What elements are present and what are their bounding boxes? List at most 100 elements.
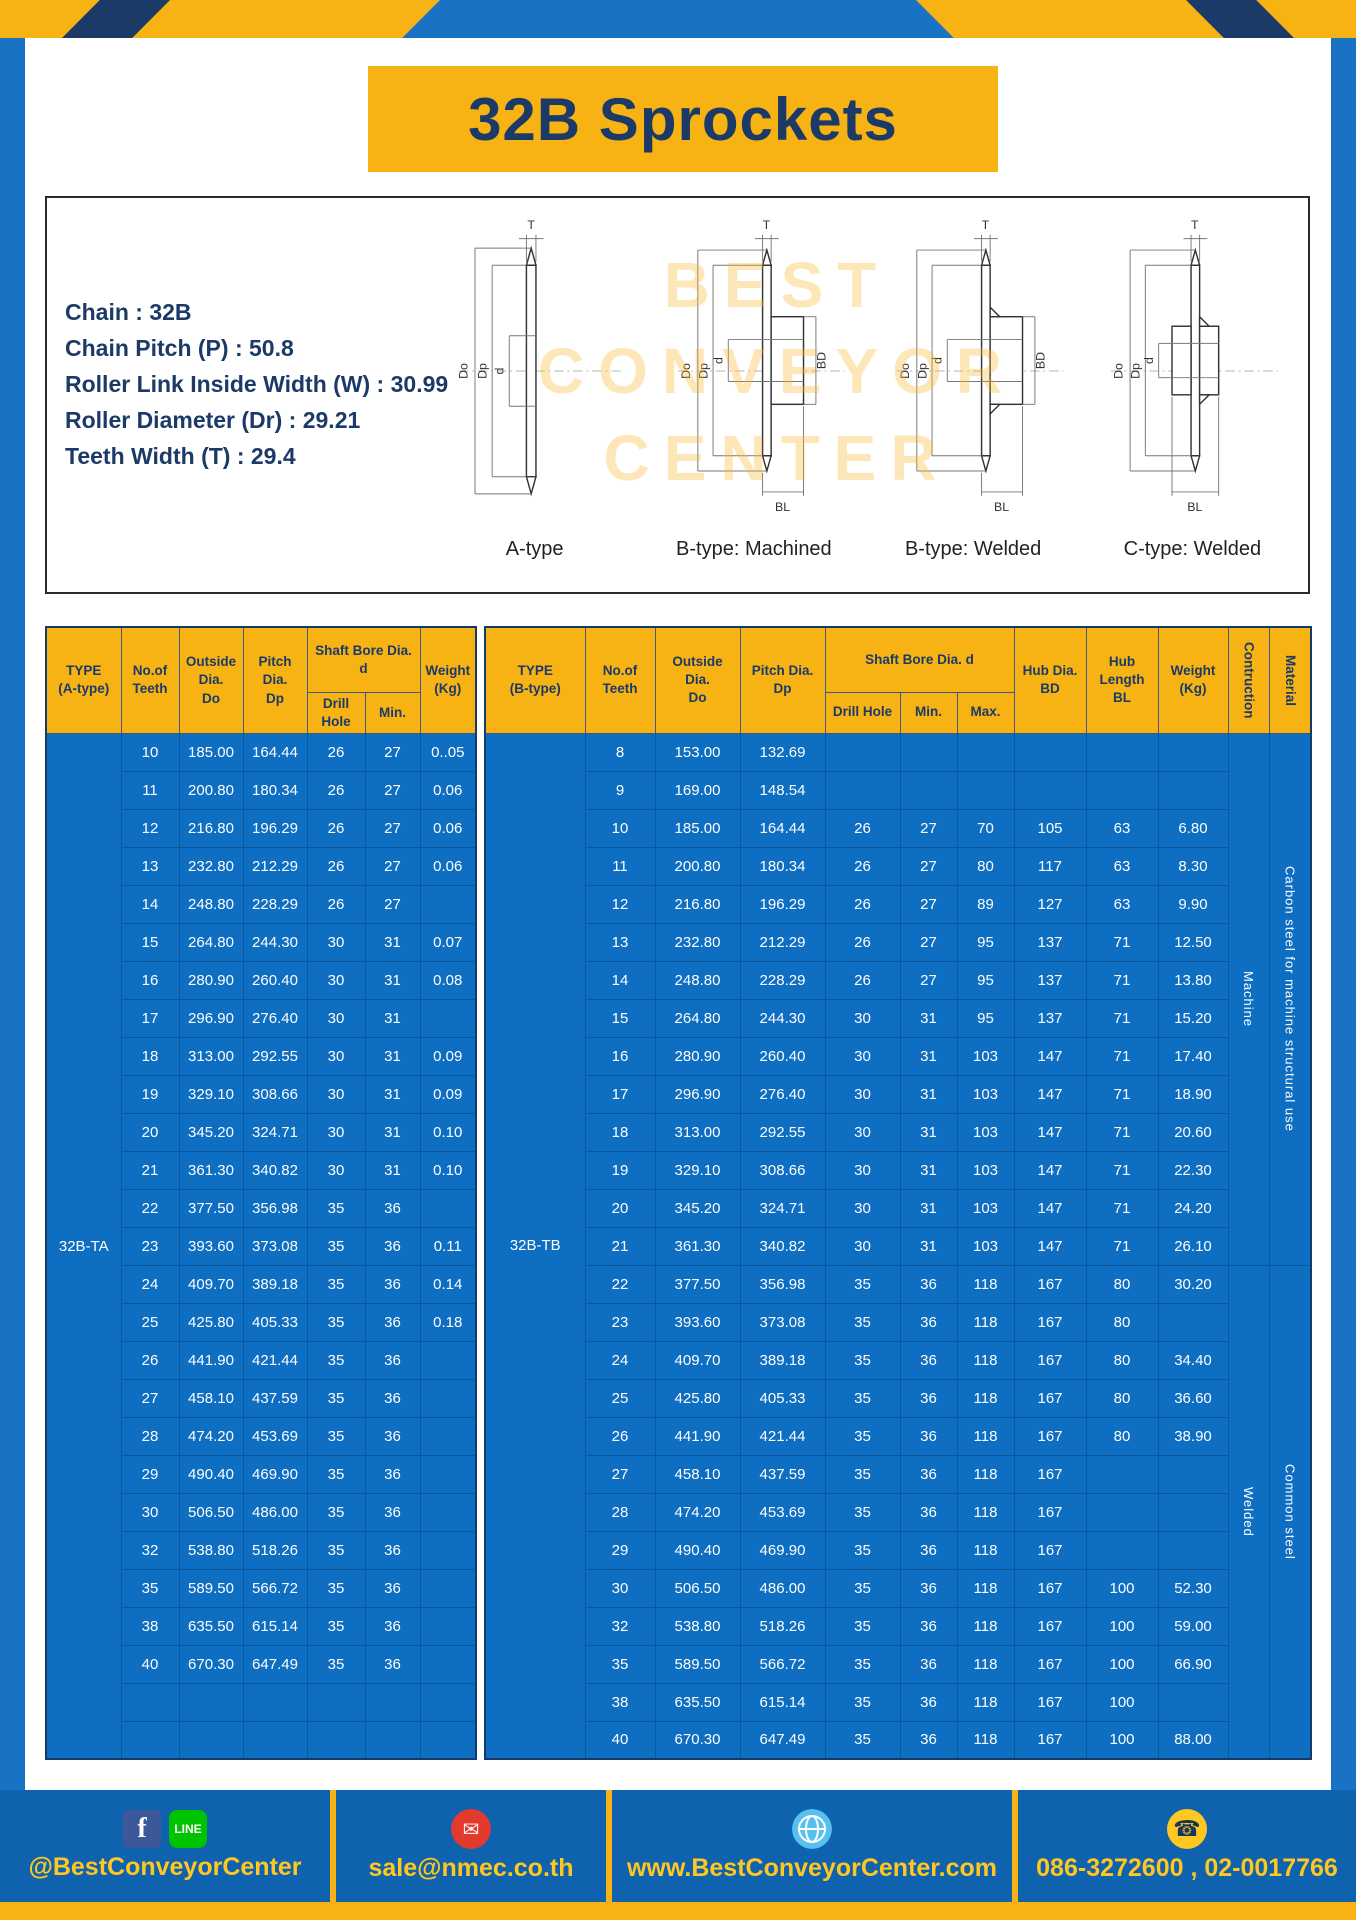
cell-pitch-dia: 615.14	[242, 1606, 308, 1646]
cell-pitch-dia: 244.30	[242, 922, 308, 962]
cell-outside-dia: 409.70	[178, 1264, 244, 1304]
dim-label-d: d	[492, 367, 506, 374]
cell-hub-length	[1085, 1530, 1159, 1570]
cell-teeth: 27	[584, 1454, 656, 1494]
cell-teeth: 38	[120, 1606, 180, 1646]
table-row: 30 506.50 486.00 35 36 118 167 100 52.30	[485, 1568, 1311, 1608]
cell-min: 27	[899, 808, 958, 848]
cell-weight: 0.06	[419, 808, 477, 848]
cell-drill-hole: 35	[824, 1492, 901, 1532]
cell-outside-dia: 200.80	[178, 770, 244, 810]
table-row: 14 248.80 228.29 26 27	[46, 884, 477, 924]
cell-outside-dia: 296.90	[178, 998, 244, 1038]
cell-min: 36	[899, 1606, 958, 1646]
footer-divider	[1012, 1790, 1018, 1902]
cell-teeth: 26	[120, 1340, 180, 1380]
table-row: 32B-TA 10 185.00 164.44 26 27 0..05	[45, 732, 477, 1760]
cell-drill-hole	[306, 1682, 366, 1722]
table-row: 20 345.20 324.71 30 31 0.10	[46, 1112, 477, 1152]
col-header-drill-hole: Drill Hole	[824, 691, 901, 734]
cell-max: 95	[956, 998, 1015, 1038]
cell-min: 36	[364, 1302, 421, 1342]
cell-max: 118	[956, 1378, 1015, 1418]
cell-hub-dia: 167	[1013, 1568, 1087, 1608]
cell-outside-dia: 409.70	[654, 1340, 741, 1380]
col-header-hub-dia: Hub Dia. BD	[1013, 626, 1087, 734]
table-row: 10 185.00 164.44 26 27 70 105 63 6.80	[485, 808, 1311, 848]
cell-pitch-dia: 212.29	[739, 922, 826, 962]
table-row: 17 296.90 276.40 30 31	[46, 998, 477, 1038]
phone-icon: ☎	[1167, 1809, 1207, 1849]
table-row: 27 458.10 437.59 35 36	[46, 1378, 477, 1418]
cell-pitch-dia: 196.29	[739, 884, 826, 924]
cell-max: 103	[956, 1036, 1015, 1076]
col-header-pitch-dia: Pitch Dia. Dp	[739, 626, 826, 734]
table-row: 22 377.50 356.98 35 36 118 167 80 30.20 Welded Com…	[485, 1264, 1312, 1760]
cell-hub-length: 71	[1085, 1226, 1159, 1266]
cell-max: 95	[956, 960, 1015, 1000]
dim-label-do: Do	[1112, 363, 1126, 379]
cell-outside-dia: 345.20	[654, 1188, 741, 1228]
table-row: 25 425.80 405.33 35 36 118 167 80 36.60	[485, 1378, 1311, 1418]
cell-hub-dia: 127	[1013, 884, 1087, 924]
cell-min: 27	[899, 884, 958, 924]
table-row: 12 216.80 196.29 26 27 89 127 63 9.90	[485, 884, 1311, 924]
cell-min: 36	[364, 1530, 421, 1570]
cell-min: 31	[364, 1074, 421, 1114]
cell-drill-hole: 35	[306, 1302, 366, 1342]
cell-min: 36	[899, 1530, 958, 1570]
spec-roller-diameter: Roller Diameter (Dr) : 29.21	[65, 407, 361, 433]
footer-phone-link[interactable]: ☎ 086-3272600 , 02-0017766	[1018, 1790, 1356, 1902]
cell-weight: 0.06	[419, 770, 477, 810]
cell-drill-hole: 30	[306, 960, 366, 1000]
cell-min	[364, 1720, 421, 1760]
cell-min: 27	[364, 808, 421, 848]
col-header-pitch-dia: Pitch Dia. Dp	[242, 626, 308, 734]
cell-min: 36	[364, 1454, 421, 1494]
cell-min: 36	[364, 1264, 421, 1304]
cell-min: 36	[364, 1606, 421, 1646]
cell-hub-length: 80	[1085, 1264, 1159, 1304]
cell-outside-dia: 490.40	[654, 1530, 741, 1570]
cell-pitch-dia: 260.40	[242, 960, 308, 1000]
cell-drill-hole: 30	[306, 922, 366, 962]
cell-drill-hole: 35	[306, 1264, 366, 1304]
cell-hub-dia: 147	[1013, 1036, 1087, 1076]
cell-hub-dia: 167	[1013, 1492, 1087, 1532]
footer-facebook-label: @BestConveyorCenter	[28, 1853, 302, 1881]
col-header-shaft-bore: Shaft Bore Dia. d	[824, 626, 1015, 693]
cell-teeth: 11	[584, 846, 656, 886]
sprocket-diagrams: T Do Dp d A-type	[425, 206, 1302, 590]
cell-teeth: 23	[584, 1302, 656, 1342]
table-row: 18 313.00 292.55 30 31 0.09	[46, 1036, 477, 1076]
cell-drill-hole: 30	[306, 1112, 366, 1152]
footer-email-link[interactable]: ✉ sale@nmec.co.th	[336, 1790, 606, 1902]
dim-label-t: T	[1191, 218, 1199, 232]
cell-weight	[419, 1720, 477, 1760]
cell-max: 118	[956, 1340, 1015, 1380]
cell-outside-dia: 232.80	[654, 922, 741, 962]
cell-teeth: 40	[120, 1644, 180, 1684]
cell-weight	[1157, 1682, 1229, 1722]
table-b-type: TYPE (B-type) No.of Teeth Outside Dia. D…	[484, 626, 1312, 1760]
cell-drill-hole: 35	[306, 1340, 366, 1380]
cell-weight: 0.09	[419, 1074, 477, 1114]
cell-pitch-dia: 212.29	[242, 846, 308, 886]
spec-chain: Chain : 32B	[65, 299, 192, 325]
cell-min: 27	[364, 732, 421, 772]
cell-teeth: 35	[584, 1644, 656, 1684]
cell-outside-dia: 458.10	[178, 1378, 244, 1418]
cell-teeth: 26	[584, 1416, 656, 1456]
cell-pitch-dia: 196.29	[242, 808, 308, 848]
cell-drill-hole: 35	[824, 1606, 901, 1646]
cell-weight: 59.00	[1157, 1606, 1229, 1646]
footer-website-link[interactable]: www.BestConveyorCenter.com	[612, 1790, 1012, 1902]
cell-pitch-dia: 356.98	[739, 1264, 826, 1304]
cell-min: 31	[899, 1188, 958, 1228]
cell-drill-hole: 30	[824, 1112, 901, 1152]
table-row: 17 296.90 276.40 30 31 103 147 71 18.90	[485, 1074, 1311, 1114]
cell-weight: 52.30	[1157, 1568, 1229, 1608]
cell-teeth: 13	[584, 922, 656, 962]
footer-facebook-link[interactable]: f LINE @BestConveyorCenter	[0, 1790, 330, 1902]
